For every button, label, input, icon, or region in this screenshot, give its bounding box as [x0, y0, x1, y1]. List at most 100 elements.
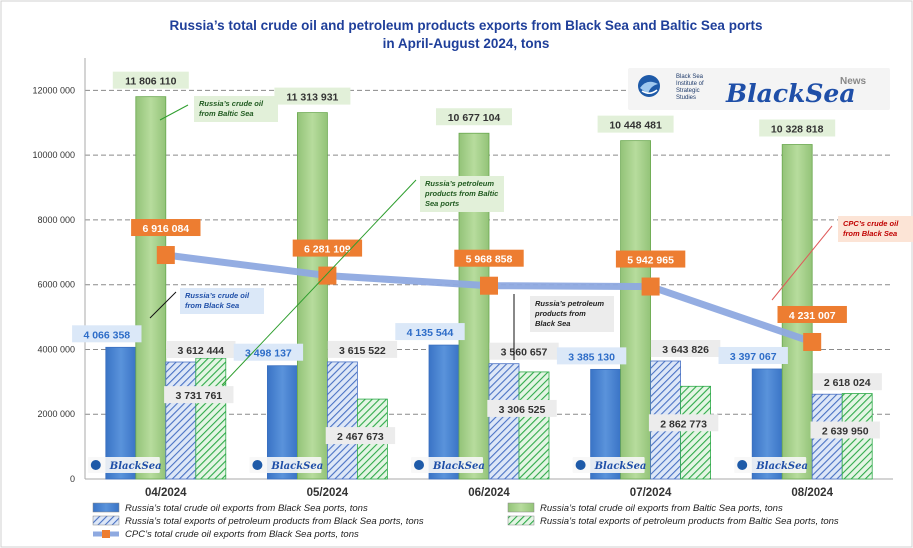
- annotation-text: products from: [534, 309, 586, 318]
- bar-products-baltic: [680, 385, 711, 480]
- label-cpc: 6 916 084: [142, 223, 189, 235]
- legend-swatch: [92, 502, 120, 513]
- annotation-text: Russia’s petroleum: [535, 299, 604, 308]
- label-products-black-sea: 3 560 657: [501, 347, 548, 359]
- chart-title-line-2: in April-August 2024, tons: [383, 36, 550, 51]
- label-products-black-sea-bg: [812, 373, 882, 391]
- bar-products-black-sea: [326, 361, 358, 480]
- label-crude-black-sea-bg: [556, 347, 627, 365]
- institute-line-3: Strategic: [676, 88, 700, 94]
- label-crude-black-sea-group: 3 385 130: [556, 347, 627, 365]
- cpc-marker: [318, 266, 337, 285]
- label-crude-black-sea-bg: [72, 325, 142, 343]
- annotation-text: from Black Sea: [843, 229, 897, 238]
- label-crude-baltic-bg: [274, 87, 351, 105]
- brand-super: News: [840, 76, 867, 87]
- label-crude-baltic-group: 10 448 481: [597, 115, 674, 133]
- label-crude-baltic: 10 448 481: [609, 120, 662, 132]
- y-tick-label: 0: [70, 474, 75, 484]
- mini-logo-bg: [734, 457, 807, 473]
- mini-logo: BlackSea: [87, 457, 162, 473]
- label-products-baltic-group: 2 639 950: [810, 421, 880, 439]
- label-cpc-group: 6 916 084: [131, 219, 201, 237]
- mini-logo-icon: [737, 460, 748, 470]
- label-crude-black-sea-group: 4 135 544: [395, 323, 465, 341]
- legend-item: CPC’s total crude oil exports from Black…: [93, 529, 359, 540]
- bar-crude-baltic: [620, 140, 651, 480]
- x-tick-label: 07/2024: [630, 487, 672, 499]
- label-crude-baltic-group: 11 313 931: [274, 87, 351, 105]
- label-crude-baltic-group: 10 677 104: [436, 108, 512, 126]
- annotation-text: CPC’s crude oil: [843, 219, 899, 228]
- institute-line-1: Black Sea: [676, 74, 704, 80]
- label-crude-baltic-group: 10 328 818: [759, 119, 836, 137]
- y-tick-label: 4000 000: [37, 344, 75, 354]
- legend-label: Russia’s total crude oil exports from Ba…: [540, 503, 783, 514]
- bar-crude-black-sea: [428, 344, 460, 480]
- label-crude-black-sea-bg: [395, 323, 465, 341]
- mini-logo-icon: [414, 460, 424, 470]
- x-tick-label: 04/2024: [145, 487, 187, 499]
- mini-logo-icon: [252, 460, 263, 470]
- mini-logo-brand: BlackSea: [432, 461, 485, 472]
- label-crude-baltic: 11 806 110: [125, 76, 177, 88]
- legend-item: Russia’s total exports of petroleum prod…: [92, 515, 424, 527]
- label-products-baltic-group: 2 467 673: [325, 427, 396, 445]
- legend-label: Russia’s total crude oil exports from Bl…: [125, 503, 368, 514]
- annotation-box: [838, 216, 913, 242]
- label-crude-baltic-bg: [112, 71, 189, 89]
- label-cpc: 5 968 858: [466, 254, 513, 266]
- label-crude-baltic-bg: [759, 119, 836, 137]
- label-products-black-sea-group: 2 618 024: [812, 373, 882, 391]
- annotation-box: [420, 176, 504, 212]
- annotation-text: products from Baltic: [424, 189, 499, 198]
- label-crude-baltic-group: 11 806 110: [112, 71, 189, 89]
- annotation-text: Sea ports: [425, 199, 459, 208]
- label-products-black-sea: 2 618 024: [824, 377, 871, 389]
- mini-logo: BlackSea: [249, 457, 323, 473]
- label-cpc-bg: [454, 249, 524, 267]
- label-cpc-group: 6 281 109: [292, 239, 363, 257]
- label-products-baltic-group: 3 731 761: [164, 386, 234, 404]
- bar-products-baltic: [195, 357, 227, 480]
- legend-swatch-marker: [102, 530, 110, 538]
- label-products-baltic: 2 639 950: [822, 426, 869, 438]
- mini-logo-bg: [249, 457, 322, 473]
- label-crude-baltic-bg: [436, 108, 512, 126]
- label-products-black-sea-bg: [166, 341, 236, 359]
- label-products-baltic-group: 3 306 525: [487, 399, 557, 417]
- label-cpc-bg: [615, 250, 686, 268]
- annotation-box: [180, 288, 264, 314]
- label-crude-black-sea: 3 385 130: [568, 351, 615, 363]
- bar-crude-baltic: [135, 96, 167, 480]
- label-crude-baltic: 10 328 818: [771, 124, 824, 136]
- label-crude-black-sea: 3 498 137: [245, 348, 292, 360]
- annotation-box: [194, 96, 278, 122]
- label-cpc: 5 942 965: [627, 255, 674, 267]
- y-tick-label: 6000 000: [37, 280, 75, 290]
- annotation-leader: [159, 104, 189, 121]
- mini-logo-brand: BlackSea: [270, 461, 323, 472]
- annotation-leader: [149, 291, 177, 319]
- label-crude-black-sea-group: 4 066 358: [72, 325, 142, 343]
- annotation-leader: [221, 179, 417, 386]
- mini-logo-brand: BlackSea: [594, 461, 647, 472]
- label-products-baltic: 3 731 761: [175, 390, 222, 402]
- label-products-baltic-bg: [487, 399, 557, 417]
- annotation-text: from Black Sea: [185, 301, 239, 310]
- brand-name: BlackSea: [725, 79, 856, 108]
- mini-logo-bg: [87, 457, 160, 473]
- bar-products-baltic: [518, 371, 550, 480]
- y-tick-label: 10000 000: [32, 150, 75, 160]
- legend: Russia’s total crude oil exports from Bl…: [92, 502, 839, 540]
- data-labels: 4 066 358 11 806 110 3 612 444 3 731 761 6 9…: [72, 71, 882, 445]
- label-cpc-bg: [292, 239, 363, 257]
- legend-item: Russia’s total crude oil exports from Ba…: [507, 502, 783, 514]
- cpc-marker: [803, 332, 822, 351]
- mini-logo-bg: [411, 457, 483, 473]
